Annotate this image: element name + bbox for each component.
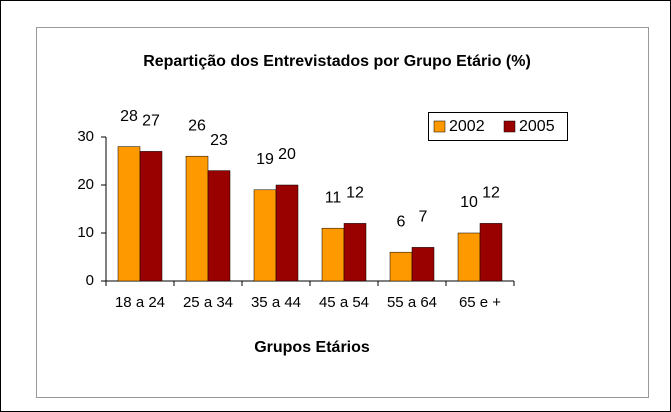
y-tick-label: 0 (86, 272, 94, 289)
chart-title: Repartição dos Entrevistados por Grupo E… (143, 53, 531, 70)
data-label: 10 (460, 194, 478, 211)
legend-label: 2002 (449, 118, 485, 135)
bar (253, 189, 277, 282)
data-label: 23 (210, 132, 228, 149)
legend-label: 2005 (519, 118, 555, 135)
y-tick-label: 10 (77, 224, 94, 241)
bar (207, 170, 231, 282)
data-label: 19 (256, 151, 274, 168)
x-tick-label: 35 a 44 (251, 294, 301, 311)
bar (275, 184, 299, 282)
data-label: 20 (278, 146, 296, 163)
bar (139, 151, 163, 282)
data-label: 6 (397, 213, 406, 230)
x-tick-label: 65 e + (459, 294, 501, 311)
data-label: 27 (142, 113, 160, 130)
bar (457, 232, 481, 282)
data-label: 28 (120, 108, 138, 125)
bar (411, 247, 435, 282)
x-tick-label: 18 a 24 (115, 294, 165, 311)
bar (479, 223, 503, 282)
x-tick-label: 25 a 34 (183, 294, 233, 311)
data-label: 11 (325, 189, 342, 206)
x-tick-label: 45 a 54 (319, 294, 369, 311)
legend-box (428, 112, 568, 141)
bar (321, 227, 345, 282)
y-tick-label: 20 (77, 176, 94, 193)
bar (185, 155, 209, 282)
data-label: 7 (419, 209, 428, 226)
bar (117, 146, 141, 282)
legend-swatch (433, 120, 446, 133)
data-label: 12 (346, 185, 364, 202)
y-tick-label: 30 (77, 128, 94, 145)
bar (389, 251, 413, 282)
x-tick-label: 55 a 64 (387, 294, 437, 311)
x-axis-title: Grupos Etários (254, 339, 370, 356)
data-label: 26 (188, 117, 206, 134)
data-label: 12 (482, 185, 500, 202)
bar (343, 223, 367, 282)
legend-swatch (503, 120, 516, 133)
